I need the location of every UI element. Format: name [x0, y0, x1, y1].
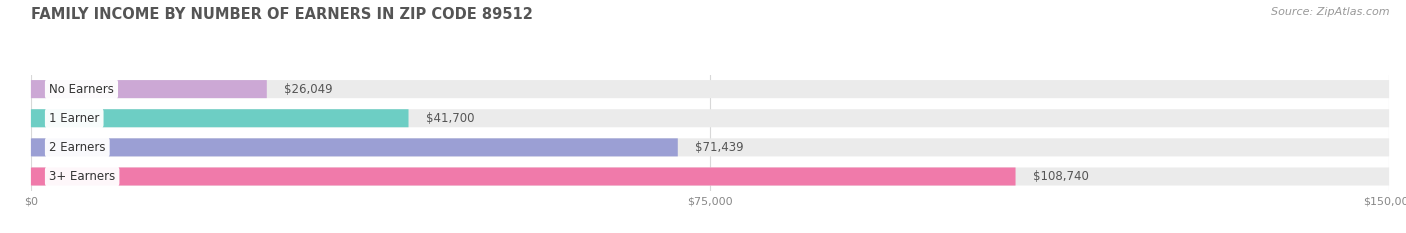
FancyBboxPatch shape	[31, 138, 1389, 156]
Text: $108,740: $108,740	[1033, 170, 1090, 183]
Text: Source: ZipAtlas.com: Source: ZipAtlas.com	[1271, 7, 1389, 17]
Text: No Earners: No Earners	[49, 83, 114, 96]
FancyBboxPatch shape	[31, 109, 1389, 127]
FancyBboxPatch shape	[31, 80, 267, 98]
FancyBboxPatch shape	[31, 80, 1389, 98]
Text: FAMILY INCOME BY NUMBER OF EARNERS IN ZIP CODE 89512: FAMILY INCOME BY NUMBER OF EARNERS IN ZI…	[31, 7, 533, 22]
Text: $26,049: $26,049	[284, 83, 333, 96]
FancyBboxPatch shape	[31, 109, 409, 127]
Text: $41,700: $41,700	[426, 112, 475, 125]
Text: $71,439: $71,439	[696, 141, 744, 154]
FancyBboxPatch shape	[31, 168, 1015, 185]
Text: 3+ Earners: 3+ Earners	[49, 170, 115, 183]
Text: 1 Earner: 1 Earner	[49, 112, 100, 125]
Text: 2 Earners: 2 Earners	[49, 141, 105, 154]
FancyBboxPatch shape	[31, 138, 678, 156]
FancyBboxPatch shape	[31, 168, 1389, 185]
